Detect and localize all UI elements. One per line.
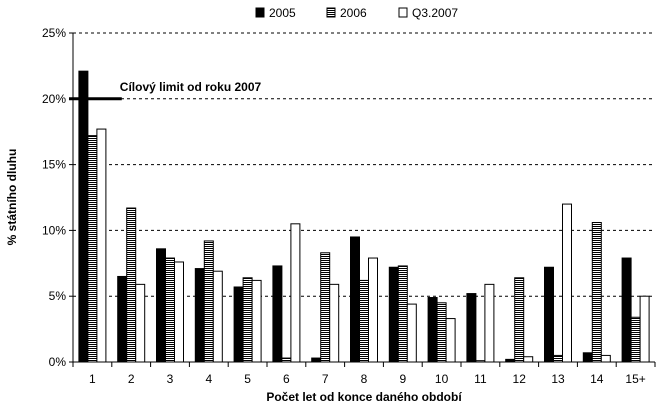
bar-2006-cat-13 [553,354,563,363]
bar-q3-2007-cat-9 [406,303,417,363]
bar-2005-cat-2 [117,275,128,363]
bar-q3-2007-cat-13 [562,203,572,363]
bar-q3-2007-cat-8 [368,257,378,363]
y-axis-ticks: 0% 5% 10% 15% 20% 25% [42,26,73,369]
x-axis-ticks: 1 2 3 4 5 6 7 8 9 10 11 12 13 14 15+ [72,362,656,386]
bar-2005-cat-8 [350,236,360,363]
bar-q3-2007-cat-11 [484,283,495,363]
y-tick-label: 0% [49,355,67,369]
x-tick-label: 13 [551,372,565,386]
bar-2005-cat-14 [582,352,593,363]
bar-2006-cat-9 [397,265,408,363]
x-tick-label: 11 [474,372,487,386]
legend: 2005 2006 Q3.2007 [255,6,458,20]
bar-2005-cat-4 [194,268,205,363]
bar-2006-cat-7 [320,252,331,363]
x-tick-label: 14 [590,372,604,386]
target-limit-label: Cílový limit od roku 2007 [120,80,262,94]
x-tick-label: 1 [89,372,96,386]
bar-2006-cat-15+ [630,316,641,363]
bar-q3-2007-cat-1 [96,128,107,363]
bar-q3-2007-cat-12 [523,356,534,363]
legend-swatch-q3-2007 [398,7,408,18]
bar-2005-cat-7 [311,357,322,363]
bar-2005-cat-11 [466,293,477,363]
bar-2006-cat-1 [87,135,98,363]
bar-2006-cat-10 [436,302,447,363]
bar-2006-cat-2 [126,207,137,363]
bar-2005-cat-1 [78,70,89,363]
bar-q3-2007-cat-14 [600,354,611,363]
legend-label-q3-2007: Q3.2007 [412,6,458,20]
bar-2006-cat-12 [514,277,525,363]
x-tick-label: 5 [244,372,251,386]
x-tick-label: 3 [167,372,174,386]
x-tick-label: 12 [513,372,527,386]
x-tick-label: 10 [435,372,449,386]
y-tick-label: 20% [42,92,66,106]
y-tick-label: 10% [42,223,66,237]
legend-label-2005: 2005 [269,6,296,20]
bar-2005-cat-9 [388,266,399,363]
x-tick-label: 4 [205,372,212,386]
bar-q3-2007-cat-3 [174,261,184,363]
bar-2006-cat-4 [203,240,214,363]
legend-label-2006: 2006 [340,6,367,20]
x-tick-label: 15+ [625,372,645,386]
bar-q3-2007-cat-6 [290,223,301,363]
bar-q3-2007-cat-5 [251,279,262,363]
y-tick-label: 25% [42,26,66,40]
bar-2006-cat-6 [281,357,292,363]
x-tick-label: 6 [283,372,290,386]
bar-q3-2007-cat-2 [135,283,146,363]
legend-swatch-2006 [326,7,336,18]
bar-2006-cat-5 [242,277,253,363]
bar-2006-cat-8 [359,279,369,363]
bars [78,70,650,363]
bar-q3-2007-cat-4 [212,270,223,363]
bar-2005-cat-5 [233,286,244,363]
bar-2006-cat-3 [165,257,175,363]
y-tick-label: 15% [42,158,66,172]
bar-2005-cat-15+ [621,257,632,363]
legend-swatch-2005 [255,7,265,18]
x-axis-title: Počet let od konce daného období [266,390,462,404]
y-tick-label: 5% [49,289,67,303]
bar-2005-cat-10 [427,297,438,363]
bar-2005-cat-6 [272,265,283,363]
bar-2005-cat-3 [156,248,166,363]
x-tick-label: 2 [128,372,135,386]
bar-2005-cat-13 [544,266,554,363]
x-tick-label: 8 [361,372,368,386]
bar-q3-2007-cat-15+ [639,295,650,363]
bar-q3-2007-cat-7 [329,283,340,363]
x-tick-label: 9 [399,372,406,386]
bar-2006-cat-14 [591,222,602,363]
x-tick-label: 7 [322,372,329,386]
bar-q3-2007-cat-10 [445,318,456,363]
y-axis-title: % státního dluhu [5,149,19,246]
